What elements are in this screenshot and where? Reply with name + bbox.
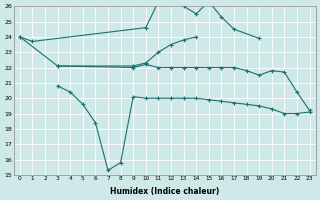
X-axis label: Humidex (Indice chaleur): Humidex (Indice chaleur) (110, 187, 219, 196)
